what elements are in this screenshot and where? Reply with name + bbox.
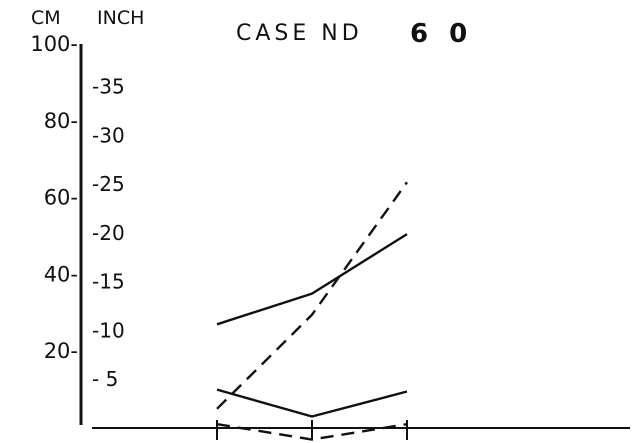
chart-title: CASE ND bbox=[236, 21, 363, 46]
cm-tick-label: 60- bbox=[44, 186, 78, 210]
dashed-series-line-2 bbox=[216, 181, 408, 410]
x-tick-marks bbox=[216, 420, 408, 440]
dashed-series-line-4 bbox=[216, 422, 408, 441]
inch-tick-label: -10 bbox=[92, 318, 125, 342]
inch-tick-label: -35 bbox=[92, 75, 125, 99]
cm-tick-label: 100- bbox=[30, 32, 78, 56]
solid-series-line-1 bbox=[216, 233, 408, 326]
cm-unit-label: CM bbox=[31, 7, 61, 29]
inch-unit-label: INCH bbox=[97, 7, 144, 29]
inch-tick-label: - 5 bbox=[92, 367, 118, 391]
cm-tick-label: 80- bbox=[44, 109, 78, 133]
cm-tick-labels: 20- 40- 60- 80- 100- bbox=[30, 32, 78, 363]
inch-tick-label: -25 bbox=[92, 172, 125, 196]
inch-tick-label: -15 bbox=[92, 270, 125, 294]
inch-tick-labels: - 5 -10 -15 -20 -25 -30 -35 bbox=[92, 75, 125, 392]
solid-series-line-3 bbox=[216, 388, 408, 418]
cm-tick-label: 40- bbox=[44, 262, 78, 286]
series-lines bbox=[216, 181, 408, 441]
inch-tick-label: -30 bbox=[92, 123, 125, 147]
case-number: 6 0 bbox=[410, 19, 473, 49]
inch-tick-label: -20 bbox=[92, 221, 125, 245]
cm-tick-label: 20- bbox=[44, 339, 78, 363]
